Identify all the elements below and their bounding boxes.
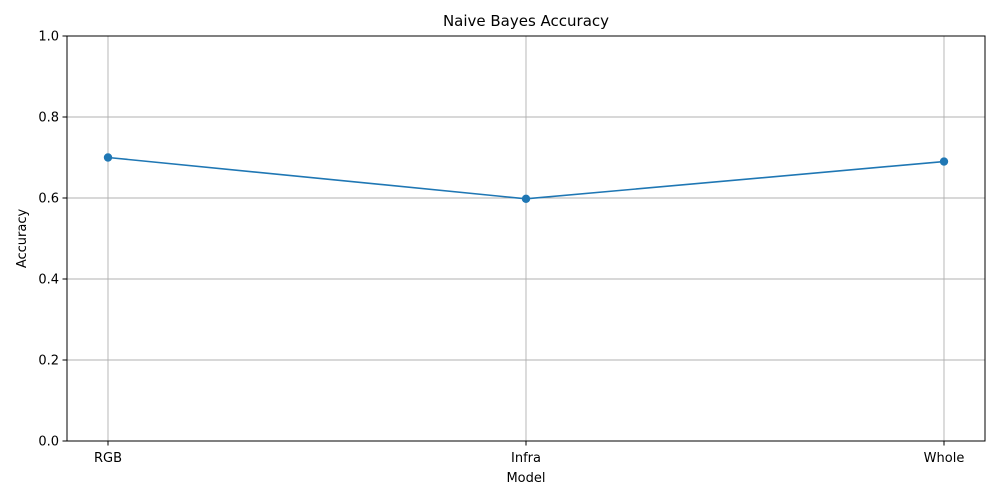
y-tick-label: 0.4 (38, 273, 59, 288)
data-point (103, 153, 113, 162)
y-tick-label: 1.0 (38, 30, 59, 45)
x-tick-label: RGB (94, 451, 122, 466)
y-tick-label: 0.8 (38, 111, 59, 126)
y-tick-label: 0.6 (38, 192, 59, 207)
y-tick-label: 0.0 (38, 435, 59, 450)
data-point (521, 194, 531, 204)
x-tick-label: Infra (511, 451, 541, 466)
series-layer (103, 153, 949, 204)
x-axis-label: Model (506, 471, 545, 486)
y-tick-label: 0.2 (38, 354, 59, 369)
grid (67, 35, 985, 442)
data-point (939, 157, 949, 166)
x-tick-label: Whole (924, 451, 965, 466)
y-axis-label: Accuracy (15, 209, 30, 269)
axis-ticks: 0.0 0.2 0.4 0.6 0.8 1.0 RGB Infra Whole (38, 30, 964, 467)
chart-title: Naive Bayes Accuracy (443, 12, 609, 30)
